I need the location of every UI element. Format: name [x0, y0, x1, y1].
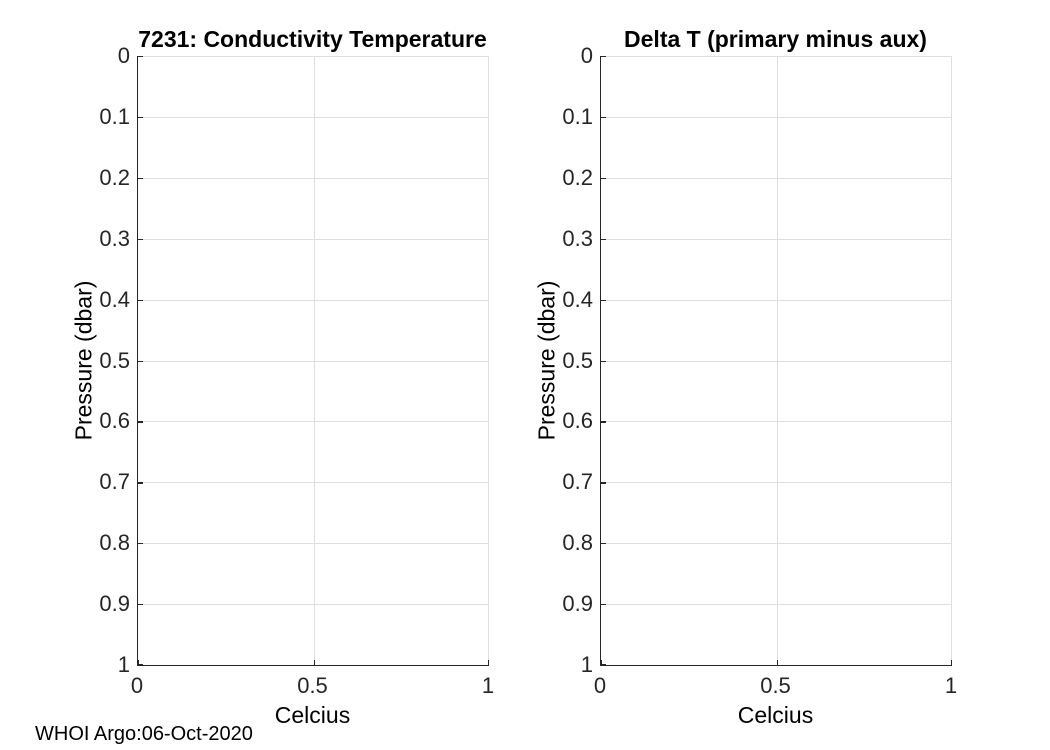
- y-tick-mark: [138, 238, 143, 240]
- y-tick-label: 0.8: [562, 530, 593, 556]
- x-tick-mark: [776, 660, 778, 665]
- y-tick-mark: [601, 238, 606, 240]
- y-tick-label: 0.3: [562, 225, 593, 251]
- y-tick-label: 0: [117, 43, 130, 68]
- x-tick-label: 0: [130, 673, 144, 698]
- x-tick-label: 0.5: [297, 673, 328, 698]
- x-tick-label: 1: [481, 673, 495, 698]
- x-gridline: [776, 56, 778, 665]
- y-tick-label: 0.1: [562, 103, 593, 129]
- x-tick-label: 0.5: [760, 673, 791, 698]
- x-tick-mark: [487, 660, 489, 665]
- plot-area: [137, 56, 489, 666]
- y-tick-mark: [138, 543, 143, 545]
- x-tick-label: 0: [593, 673, 607, 698]
- y-tick-label: 0.1: [99, 103, 130, 129]
- y-tick-mark: [138, 56, 143, 58]
- y-tick-mark: [138, 177, 143, 180]
- subplot-delta-t: Delta T (primary minus aux) Pressure (db…: [463, 0, 988, 750]
- y-tick-label: 1: [580, 652, 593, 677]
- y-tick-label: 0.5: [99, 347, 130, 373]
- x-tick-label: 1: [944, 673, 958, 698]
- y-tick-label: 0.8: [99, 530, 130, 556]
- x-tick-mark: [950, 660, 952, 665]
- x-tick-mark: [138, 660, 140, 665]
- y-tick-mark: [138, 482, 143, 484]
- y-tick-mark: [601, 543, 606, 545]
- x-axis-label: Celcius: [274, 702, 351, 728]
- y-tick-label: 0.6: [562, 408, 593, 434]
- y-tick-mark: [601, 177, 606, 180]
- plot-title: 7231: Conductivity Temperature: [138, 26, 487, 52]
- x-tick-mark: [601, 660, 603, 665]
- y-tick-mark: [138, 663, 143, 665]
- y-tick-label: 0.2: [562, 164, 593, 190]
- x-gridline: [951, 56, 952, 665]
- x-gridline: [488, 56, 489, 665]
- plot-area: [600, 56, 952, 666]
- watermark-text: WHOI Argo:06-Oct-2020: [35, 723, 253, 745]
- y-tick-mark: [601, 116, 606, 119]
- plot-title: Delta T (primary minus aux): [624, 26, 927, 52]
- y-tick-label: 0.9: [562, 591, 593, 617]
- y-tick-mark: [601, 421, 606, 423]
- y-tick-mark: [601, 482, 606, 484]
- y-tick-label: 0.9: [99, 591, 130, 617]
- y-tick-mark: [138, 116, 143, 119]
- y-tick-label: 0.6: [99, 408, 130, 434]
- y-tick-label: 0.7: [562, 469, 593, 495]
- y-tick-mark: [601, 56, 606, 58]
- y-tick-mark: [138, 604, 143, 606]
- y-tick-label: 0.3: [99, 225, 130, 251]
- y-tick-mark: [601, 663, 606, 665]
- y-tick-label: 0.5: [562, 347, 593, 373]
- subplot-conductivity-temperature: 7231: Conductivity Temperature Pressure …: [71, 26, 495, 728]
- x-tick-mark: [313, 660, 315, 665]
- y-tick-mark: [601, 299, 606, 301]
- y-tick-mark: [601, 360, 606, 362]
- x-axis-label: Celcius: [737, 702, 814, 728]
- y-tick-label: 0.2: [99, 164, 130, 190]
- y-tick-mark: [138, 299, 143, 301]
- x-gridline: [313, 56, 315, 665]
- y-tick-mark: [138, 360, 143, 362]
- y-tick-label: 0.4: [99, 286, 130, 312]
- y-tick-label: 0.4: [562, 286, 593, 312]
- y-tick-label: 1: [117, 652, 130, 677]
- y-tick-mark: [601, 604, 606, 606]
- y-tick-label: 0: [580, 43, 593, 68]
- y-tick-mark: [138, 421, 143, 423]
- y-tick-label: 0.7: [99, 469, 130, 495]
